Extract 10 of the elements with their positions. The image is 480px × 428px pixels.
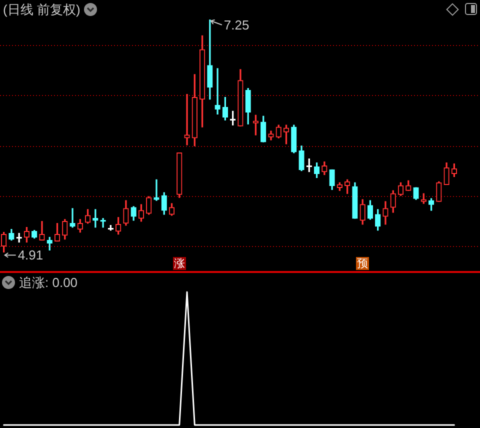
annotation: 预	[357, 258, 368, 270]
annotation: 7.25	[224, 17, 250, 32]
candlestick	[214, 68, 220, 114]
chart-title: 追涨: 0.00	[19, 275, 78, 290]
candlestick	[184, 94, 190, 146]
annotation: 4.91	[18, 248, 44, 263]
candlestick	[70, 208, 76, 228]
candlestick	[154, 179, 160, 201]
annotation: 涨	[174, 258, 185, 270]
chart-title: (日线 前复权)	[3, 2, 80, 17]
